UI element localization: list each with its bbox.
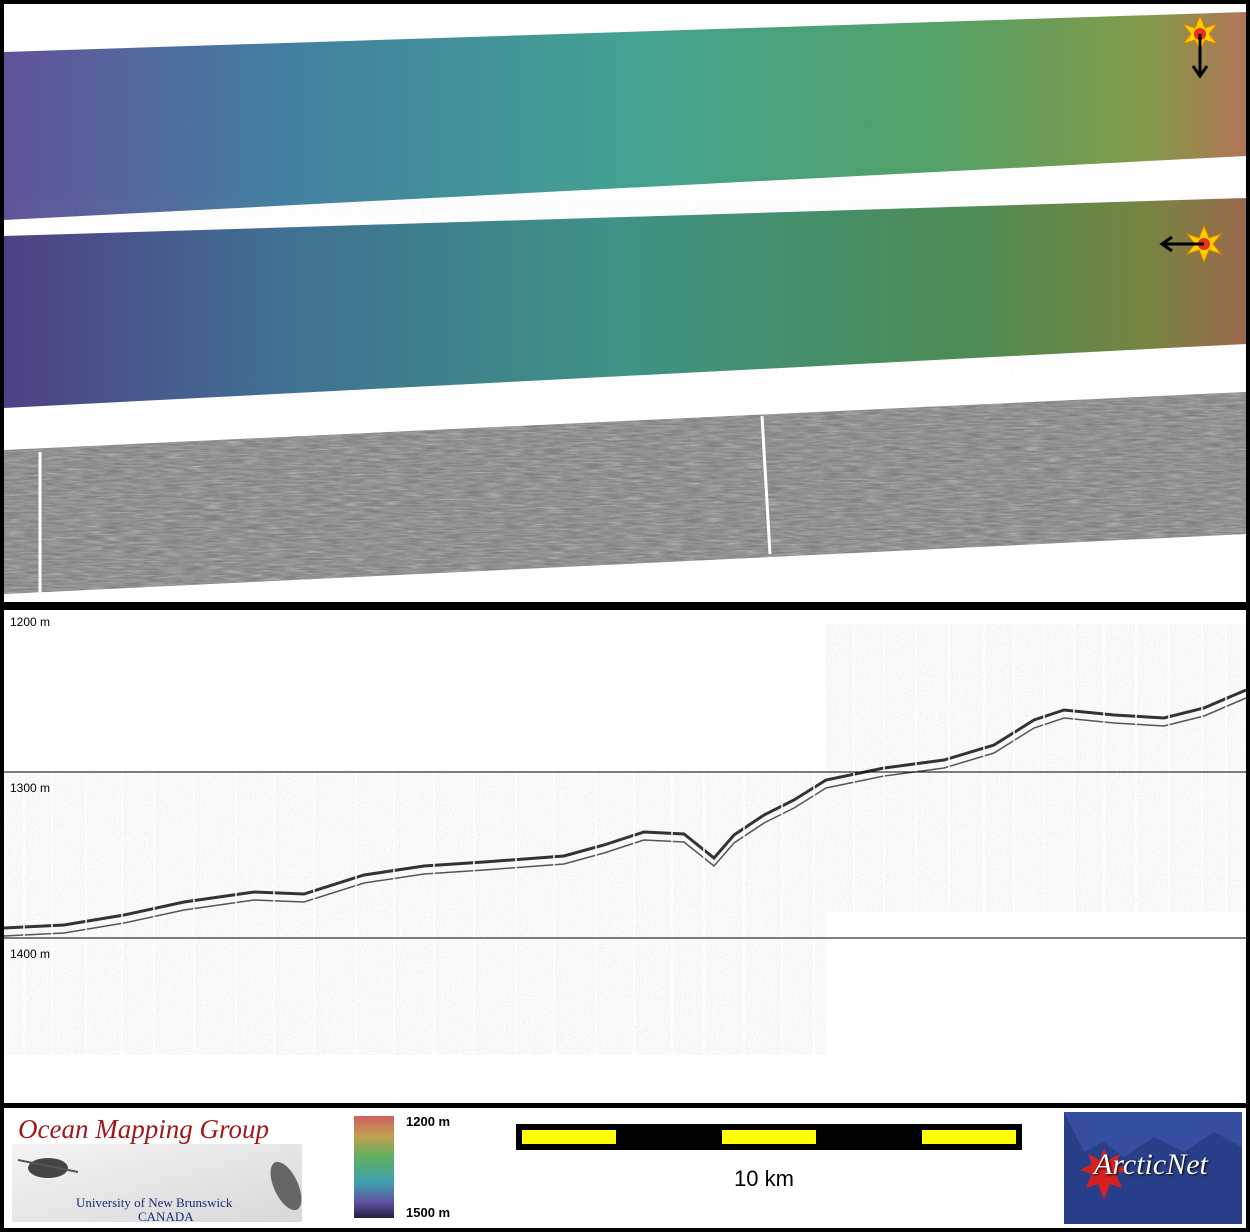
omg-university: University of New Brunswick [76,1195,233,1210]
scale-label: 10 km [734,1166,794,1191]
depth-label-1400: 1400 m [10,947,51,961]
swath-strips [4,12,1246,594]
profile-left-section [4,770,826,1055]
depth-label-1200: 1200 m [10,615,51,629]
colorbar-top-label: 1200 m [406,1114,451,1129]
subbottom-profile [4,624,1246,1055]
colorbar-bottom-label: 1500 m [406,1205,451,1220]
subbottom-profile-panel: 1200 m 1300 m 1400 m [4,610,1246,1103]
depth-label-1300: 1300 m [10,781,51,795]
omg-title: Ocean Mapping Group [18,1114,269,1144]
sun-with-down-arrow-icon [1181,14,1219,79]
maple-leaf-icon [1080,1148,1128,1200]
omg-country: CANADA [138,1209,194,1224]
scale-bar [516,1124,1022,1150]
swath-panel [4,4,1246,602]
depth-colorbar [354,1116,394,1218]
arcticnet-text: ArcticNet [1094,1148,1208,1181]
trace-gaps [23,624,1227,1055]
profile-right-section [826,624,1246,912]
footer-panel: Ocean Mapping Group University of New Br… [4,1108,1246,1228]
sun-with-left-arrow-icon [1159,224,1223,264]
